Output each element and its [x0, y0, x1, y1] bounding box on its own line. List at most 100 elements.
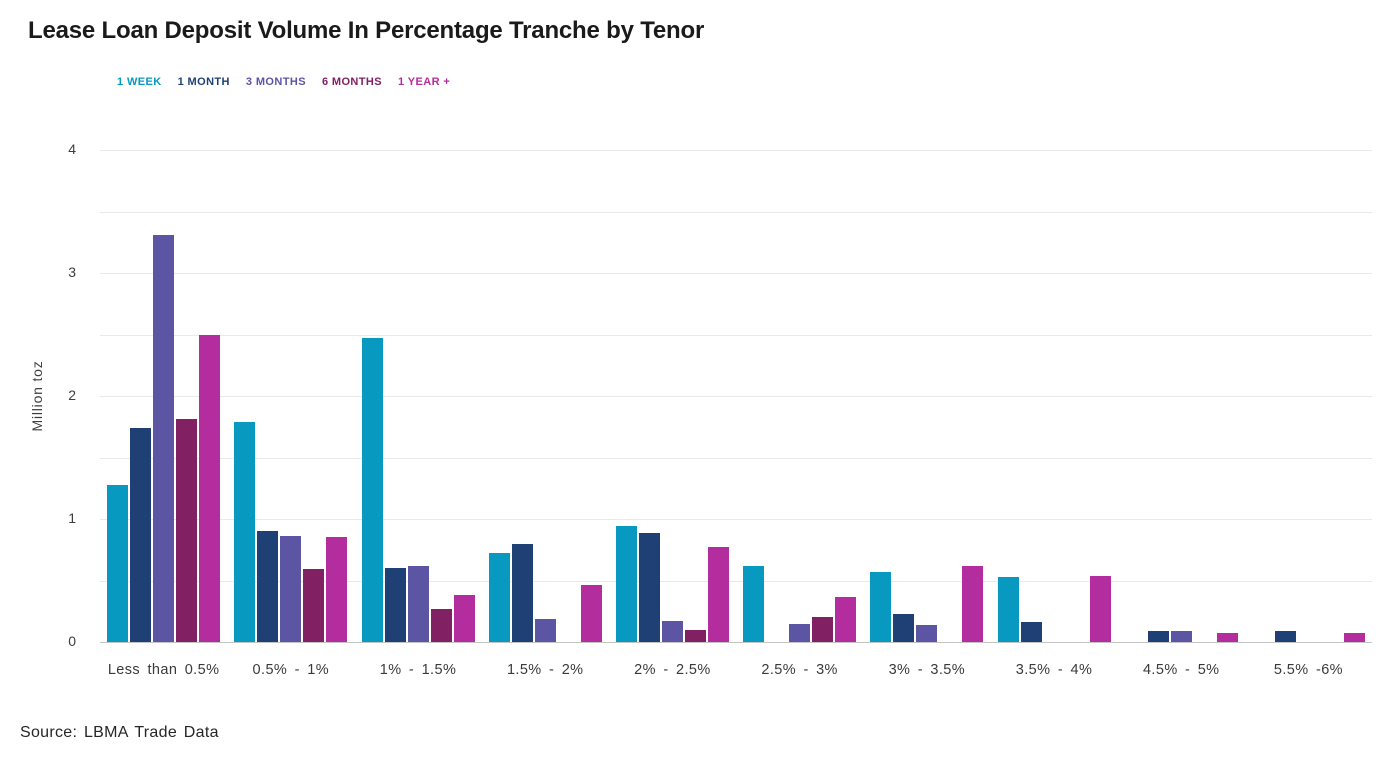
bar-slot — [962, 150, 984, 642]
bar-group — [100, 150, 227, 642]
bar-slot — [1067, 150, 1088, 642]
bar — [107, 484, 129, 642]
gridline — [100, 396, 1372, 397]
bar — [1020, 622, 1042, 642]
bar-slot — [488, 150, 510, 642]
bar — [997, 576, 1019, 642]
bar — [615, 526, 637, 642]
x-tick-label: 0.5% - 1% — [252, 662, 330, 678]
bar — [1170, 630, 1192, 642]
bar-slot — [107, 150, 129, 642]
bar-slot — [615, 150, 637, 642]
bar-slot — [1089, 150, 1111, 642]
legend-item: 1 MONTH — [177, 76, 230, 88]
bar — [1216, 633, 1238, 642]
bar-slot — [326, 150, 348, 642]
bar-slot — [511, 150, 533, 642]
bar-slot — [939, 150, 960, 642]
bar-slot — [1044, 150, 1065, 642]
bar — [962, 565, 984, 642]
bar — [407, 565, 429, 642]
bar-slot — [280, 150, 302, 642]
bar — [638, 532, 660, 642]
gridline — [100, 519, 1372, 520]
bar-slot — [1343, 150, 1365, 642]
bar-slot — [199, 150, 221, 642]
bar-slot — [1252, 150, 1273, 642]
bar-slot — [1020, 150, 1042, 642]
bar-slot — [176, 150, 198, 642]
y-tick-label: 0 — [68, 633, 76, 649]
bar — [453, 595, 475, 642]
bar-group — [863, 150, 990, 642]
bar-slot — [384, 150, 406, 642]
x-tick-label: 3% - 3.5% — [888, 662, 966, 678]
bar — [384, 568, 406, 642]
bar-slot — [766, 150, 787, 642]
bar-slot — [1170, 150, 1192, 642]
bar — [326, 537, 348, 642]
bar — [789, 623, 811, 642]
bar — [1343, 633, 1365, 642]
bar-group — [482, 150, 609, 642]
bar-slot — [1125, 150, 1146, 642]
bar-group — [609, 150, 736, 642]
gridline — [100, 334, 1372, 336]
bar-slot — [1147, 150, 1169, 642]
bar-slot — [684, 150, 706, 642]
bar — [835, 596, 857, 642]
bar-slot — [638, 150, 660, 642]
bar — [743, 565, 765, 642]
bar — [1089, 575, 1111, 642]
bar-slot — [361, 150, 383, 642]
bar — [870, 571, 892, 642]
gridline — [100, 150, 1372, 151]
bar — [280, 536, 302, 642]
bar-slot — [580, 150, 602, 642]
y-tick-label: 2 — [68, 387, 76, 403]
bar — [684, 629, 706, 642]
bar-groups — [100, 150, 1372, 642]
bar-slot — [1274, 150, 1296, 642]
y-tick-label: 3 — [68, 264, 76, 280]
bar-slot — [534, 150, 556, 642]
bar — [893, 613, 915, 642]
bar — [303, 569, 325, 642]
x-tick-label: 2% - 2.5% — [634, 662, 711, 678]
bar — [511, 543, 533, 642]
bar — [661, 621, 683, 642]
bar-slot — [835, 150, 857, 642]
gridline — [100, 457, 1372, 459]
gridline — [100, 580, 1372, 582]
x-tick-label: 2.5% - 3% — [761, 662, 838, 678]
bar — [812, 617, 834, 642]
bar — [430, 608, 452, 642]
bar — [234, 421, 256, 642]
bar-slot — [812, 150, 834, 642]
bar-slot — [558, 150, 579, 642]
bar-group — [1118, 150, 1245, 642]
x-tick-label: 1.5% - 2% — [506, 662, 584, 678]
bar-slot — [997, 150, 1019, 642]
legend-item: 1 YEAR + — [397, 76, 451, 88]
page-title: Lease Loan Deposit Volume In Percentage … — [28, 17, 705, 44]
legend-item: 3 MONTHS — [245, 76, 306, 88]
bar-slot — [789, 150, 811, 642]
bar-slot — [1194, 150, 1215, 642]
bar — [916, 624, 938, 642]
bar-slot — [453, 150, 475, 642]
bar-slot — [430, 150, 452, 642]
bar-slot — [870, 150, 892, 642]
bar-group — [1245, 150, 1372, 642]
bar — [707, 547, 729, 642]
bar-group — [990, 150, 1117, 642]
plot-area — [100, 150, 1372, 643]
bar — [176, 419, 198, 642]
bar-group — [227, 150, 354, 642]
legend-item: 1 WEEK — [117, 76, 162, 88]
bar-slot — [234, 150, 256, 642]
x-tick-label: 4.5% - 5% — [1142, 662, 1220, 678]
bar — [361, 338, 383, 642]
x-axis-line — [100, 642, 1372, 643]
x-tick-label: 3.5% - 4% — [1015, 662, 1093, 678]
